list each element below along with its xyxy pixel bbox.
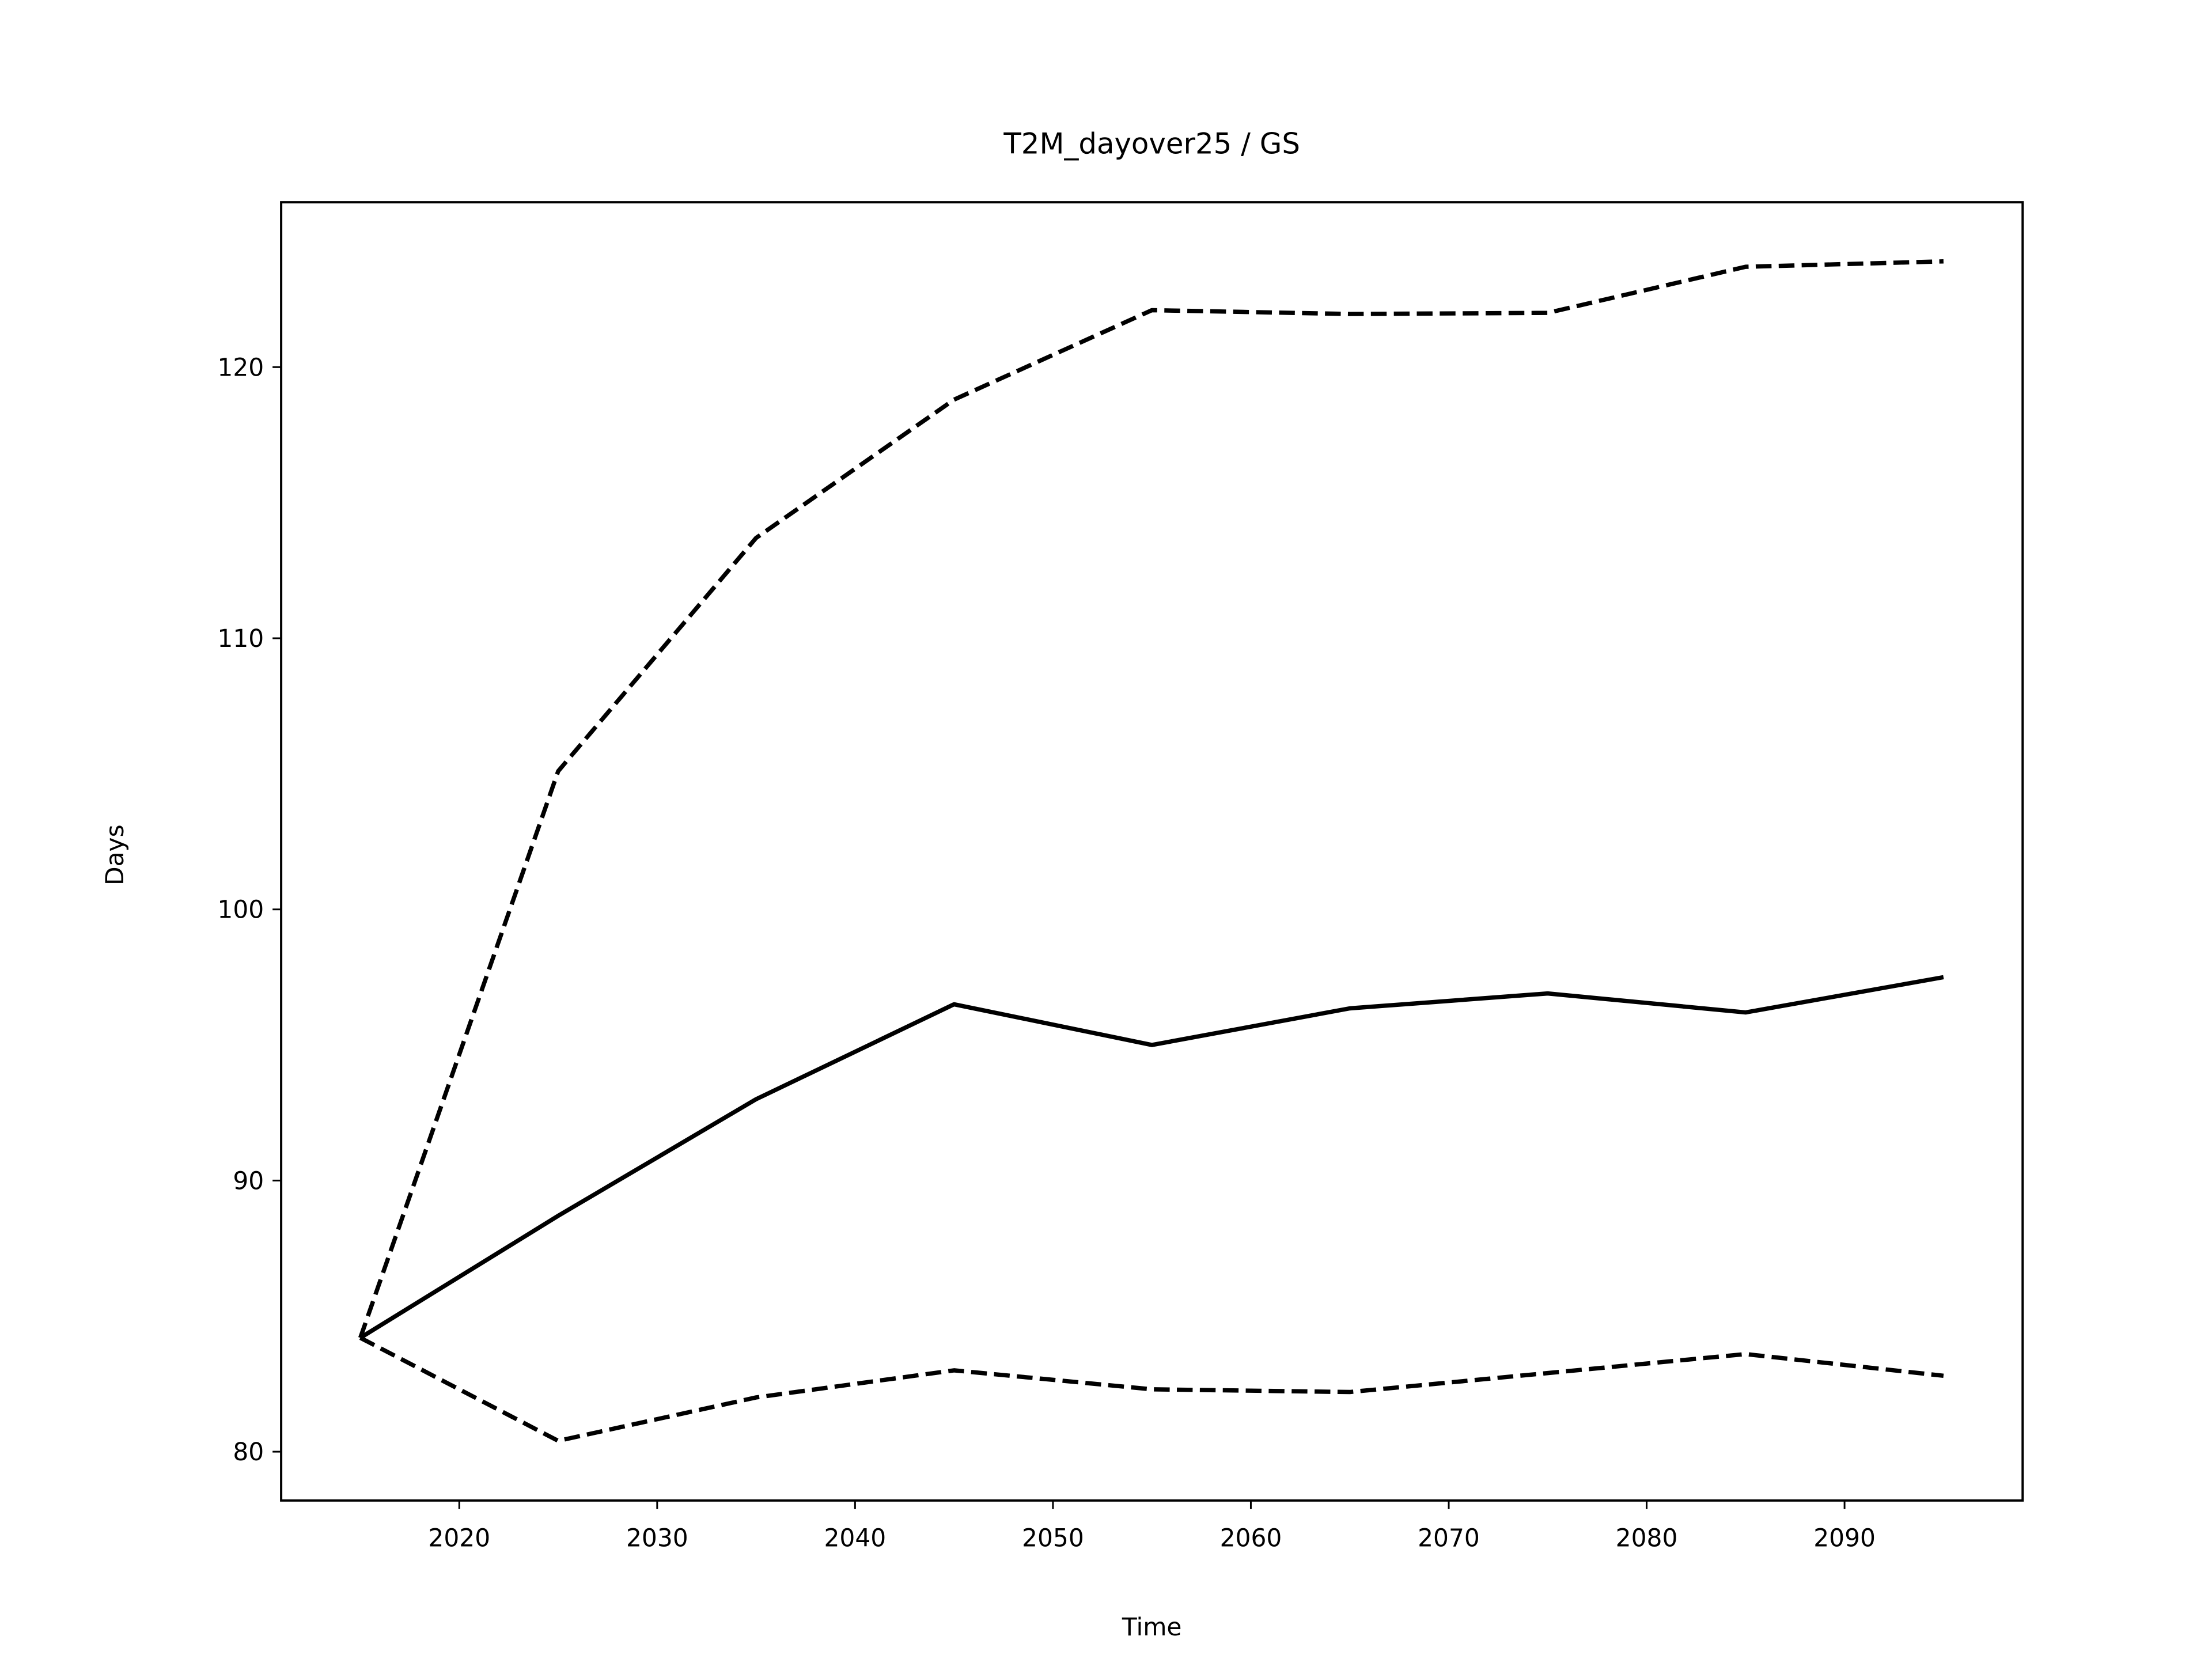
x-tick-label: 2050 [1022, 1524, 1084, 1552]
y-tick-label: 80 [233, 1438, 264, 1466]
x-tick-label: 2080 [1616, 1524, 1678, 1552]
chart-title: T2M_dayover25 / GS [1003, 127, 1300, 160]
x-tick-label: 2040 [824, 1524, 887, 1552]
plot-frame [280, 201, 2024, 1502]
x-axis-label: Time [1122, 1613, 1182, 1641]
y-tick-label: 90 [233, 1166, 264, 1195]
x-tick-label: 2090 [1813, 1524, 1876, 1552]
x-tick-label: 2070 [1418, 1524, 1480, 1552]
x-tick-label: 2030 [626, 1524, 688, 1552]
x-tick-label: 2020 [428, 1524, 490, 1552]
x-tick-label: 2060 [1220, 1524, 1282, 1552]
y-axis-label: Days [101, 824, 129, 885]
series-line [359, 1336, 1944, 1444]
series-line [358, 259, 1944, 1339]
y-tick-label: 100 [217, 896, 264, 924]
y-tick-label: 110 [217, 624, 264, 653]
y-tick-label: 120 [217, 353, 264, 381]
series-line [359, 975, 1944, 1340]
